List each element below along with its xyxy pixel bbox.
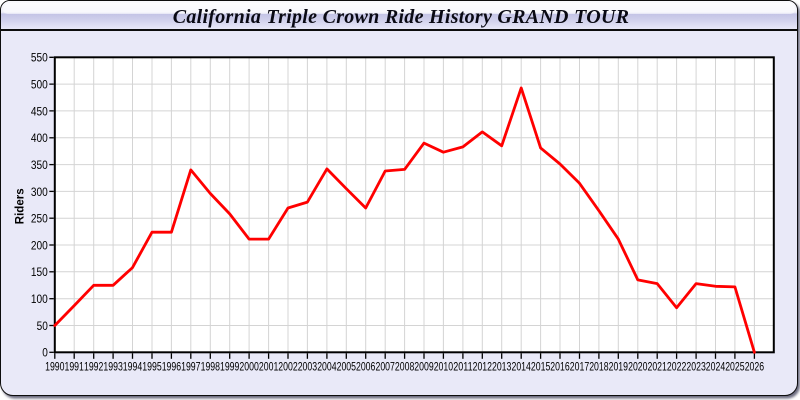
svg-text:1992: 1992 xyxy=(84,359,104,373)
svg-text:2007: 2007 xyxy=(376,359,396,373)
svg-text:2010: 2010 xyxy=(434,359,454,373)
svg-text:2026: 2026 xyxy=(745,359,765,373)
svg-text:1997: 1997 xyxy=(181,359,201,373)
svg-text:2003: 2003 xyxy=(298,359,318,373)
svg-text:2000: 2000 xyxy=(239,359,259,373)
svg-text:2014: 2014 xyxy=(512,359,532,373)
svg-text:1995: 1995 xyxy=(142,359,162,373)
svg-text:2004: 2004 xyxy=(317,359,337,373)
svg-text:2005: 2005 xyxy=(337,359,357,373)
svg-text:2001: 2001 xyxy=(259,359,279,373)
svg-text:1994: 1994 xyxy=(123,359,143,373)
svg-text:100: 100 xyxy=(31,292,48,306)
svg-text:2006: 2006 xyxy=(356,359,376,373)
svg-text:50: 50 xyxy=(37,318,48,332)
svg-text:2023: 2023 xyxy=(686,359,706,373)
svg-text:2011: 2011 xyxy=(453,359,473,373)
svg-text:2022: 2022 xyxy=(667,359,687,373)
svg-text:2009: 2009 xyxy=(414,359,434,373)
svg-text:2015: 2015 xyxy=(531,359,551,373)
svg-text:2008: 2008 xyxy=(395,359,415,373)
svg-text:2018: 2018 xyxy=(589,359,609,373)
svg-text:1996: 1996 xyxy=(162,359,182,373)
svg-text:150: 150 xyxy=(31,265,48,279)
svg-text:2020: 2020 xyxy=(628,359,648,373)
svg-text:1991: 1991 xyxy=(65,359,85,373)
svg-text:300: 300 xyxy=(31,184,48,198)
svg-text:2019: 2019 xyxy=(609,359,629,373)
svg-text:2016: 2016 xyxy=(550,359,570,373)
svg-text:2002: 2002 xyxy=(278,359,298,373)
svg-text:350: 350 xyxy=(31,158,48,172)
svg-text:550: 550 xyxy=(31,50,48,64)
svg-text:500: 500 xyxy=(31,77,48,91)
svg-text:1993: 1993 xyxy=(103,359,123,373)
svg-text:250: 250 xyxy=(31,211,48,225)
svg-text:2013: 2013 xyxy=(492,359,512,373)
svg-text:0: 0 xyxy=(42,345,48,359)
svg-text:Riders: Riders xyxy=(12,188,26,224)
svg-text:400: 400 xyxy=(31,131,48,145)
svg-text:1998: 1998 xyxy=(201,359,221,373)
svg-text:2024: 2024 xyxy=(706,359,726,373)
svg-text:200: 200 xyxy=(31,238,48,252)
svg-text:2017: 2017 xyxy=(570,359,590,373)
svg-text:2012: 2012 xyxy=(473,359,493,373)
svg-text:2021: 2021 xyxy=(648,359,668,373)
svg-text:1990: 1990 xyxy=(45,359,65,373)
svg-text:450: 450 xyxy=(31,104,48,118)
svg-text:2025: 2025 xyxy=(725,359,745,373)
svg-text:1999: 1999 xyxy=(220,359,240,373)
